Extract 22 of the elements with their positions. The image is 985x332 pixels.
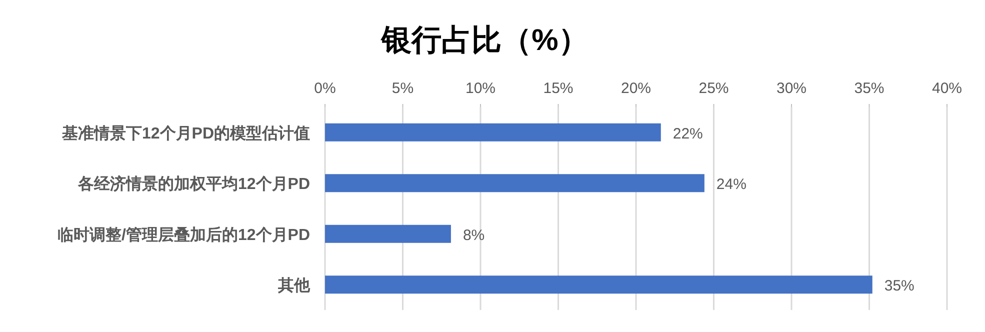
x-tick-label: 0% <box>314 80 336 97</box>
data-label: 22% <box>672 125 703 142</box>
data-label: 8% <box>462 226 485 244</box>
bar <box>325 224 451 243</box>
x-tick-label: 20% <box>620 80 652 97</box>
chart-title: 银行占比（%） <box>380 24 588 57</box>
bar <box>325 276 872 294</box>
bar <box>325 123 661 142</box>
x-tick-label: 5% <box>392 80 414 97</box>
y-tick-label: 其他 <box>277 276 311 295</box>
y-tick-label: 各经济情景的加权平均12个月PD <box>76 175 310 194</box>
bar <box>325 174 704 192</box>
data-label: 35% <box>884 278 914 295</box>
x-tick-label: 25% <box>698 80 729 97</box>
y-tick-label: 基准情景下12个月PD的模型估计值 <box>60 124 310 142</box>
x-tick-label: 10% <box>465 80 496 97</box>
x-tick-label: 40% <box>932 80 962 97</box>
y-tick-label: 临时调整/管理层叠加后的12个月PD <box>58 226 310 244</box>
x-tick-label: 15% <box>543 80 574 97</box>
x-tick-label: 30% <box>776 80 807 97</box>
x-tick-label: 35% <box>854 80 884 97</box>
data-label: 24% <box>716 176 746 194</box>
